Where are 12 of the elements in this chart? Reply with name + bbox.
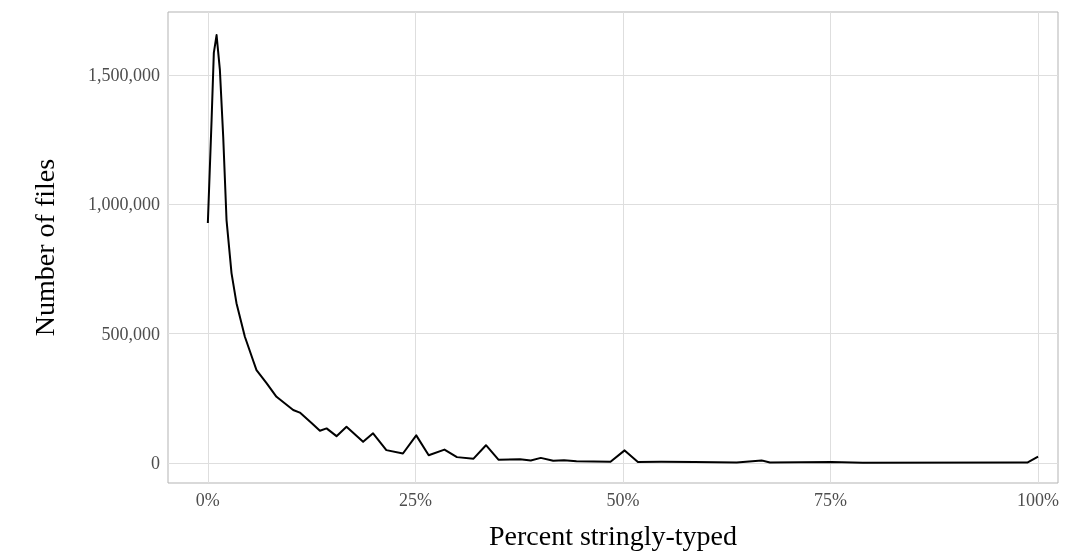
x-tick-label: 100%	[1017, 490, 1060, 510]
y-tick-label: 1,000,000	[88, 194, 160, 215]
x-tick-label: 0%	[195, 490, 220, 510]
line-series	[206, 34, 1040, 464]
x-tick-label: 75%	[814, 490, 848, 510]
y-axis-title: Number of files	[28, 158, 60, 337]
x-axis-title: Percent stringly-typed	[488, 519, 738, 551]
x-tick-label: 25%	[398, 490, 432, 510]
y-tick-label: 1,500,000	[88, 64, 160, 85]
x-tick-label: 50%	[606, 490, 640, 510]
y-tick-label: 500,000	[101, 323, 160, 344]
y-tick-label: 0	[151, 453, 160, 474]
